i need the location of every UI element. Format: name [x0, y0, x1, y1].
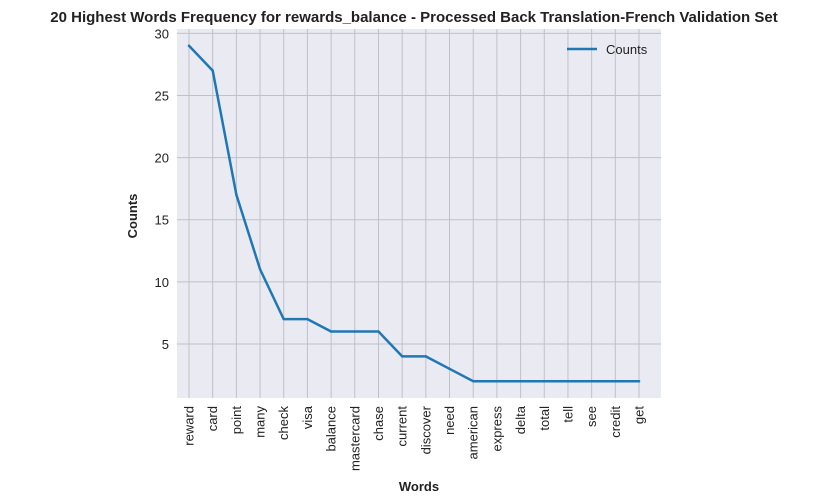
- data-point: [329, 330, 333, 333]
- data-point: [258, 268, 262, 271]
- data-point: [495, 380, 499, 383]
- x-tick-label: express: [489, 406, 504, 452]
- data-point: [377, 330, 380, 333]
- x-tick-label: american: [466, 406, 481, 459]
- y-tick-label: 15: [155, 213, 169, 228]
- x-axis-label: Words: [399, 479, 439, 494]
- series-layer: [187, 44, 641, 383]
- y-tick-label: 10: [155, 275, 169, 290]
- data-point: [614, 380, 617, 383]
- x-tick-label: card: [205, 406, 220, 431]
- y-tick-label: 5: [162, 337, 169, 352]
- x-tick-label: tell: [560, 406, 575, 423]
- data-point: [400, 355, 404, 358]
- x-tick-label: delta: [513, 405, 528, 434]
- x-tick-label: many: [253, 406, 268, 438]
- data-point: [543, 380, 546, 383]
- x-axis-ticks: reward card point many check visa balance maste…: [182, 405, 647, 471]
- data-point: [566, 380, 570, 383]
- data-point: [235, 193, 238, 197]
- data-point: [353, 330, 356, 333]
- legend: Counts: [567, 42, 648, 57]
- x-tick-label: balance: [324, 406, 339, 452]
- legend-label-counts: Counts: [606, 42, 648, 57]
- x-tick-label: get: [632, 406, 647, 424]
- x-tick-label: check: [276, 406, 291, 440]
- x-tick-label: total: [537, 406, 552, 431]
- x-tick-label: mastercard: [347, 406, 362, 471]
- series-line-counts: [187, 44, 641, 383]
- data-point: [472, 380, 475, 383]
- y-tick-label: 30: [155, 26, 169, 41]
- x-tick-label: discover: [418, 405, 433, 454]
- data-point: [448, 367, 451, 371]
- data-point: [424, 355, 428, 358]
- data-point: [637, 380, 641, 383]
- x-tick-label: see: [584, 406, 599, 427]
- x-tick-label: visa: [300, 405, 315, 429]
- y-tick-label: 25: [155, 88, 169, 103]
- x-tick-label: credit: [608, 406, 623, 438]
- y-axis-label: Counts: [125, 194, 140, 239]
- x-tick-label: point: [229, 406, 244, 435]
- data-point: [519, 380, 522, 383]
- x-tick-label: chase: [371, 406, 386, 441]
- x-tick-label: current: [395, 406, 410, 447]
- x-tick-label: need: [442, 406, 457, 435]
- data-point: [211, 69, 214, 72]
- data-point: [306, 317, 309, 321]
- data-point: [187, 44, 191, 47]
- chart-title: 20 Highest Words Frequency for rewards_b…: [50, 9, 777, 26]
- data-point: [282, 317, 285, 321]
- grid-lines: [177, 29, 661, 398]
- plot-area: [177, 29, 661, 398]
- data-point: [590, 380, 593, 383]
- y-tick-label: 20: [155, 151, 169, 166]
- x-tick-label: reward: [182, 406, 197, 446]
- y-axis-ticks: 5 10 15 20 25 30: [155, 26, 169, 352]
